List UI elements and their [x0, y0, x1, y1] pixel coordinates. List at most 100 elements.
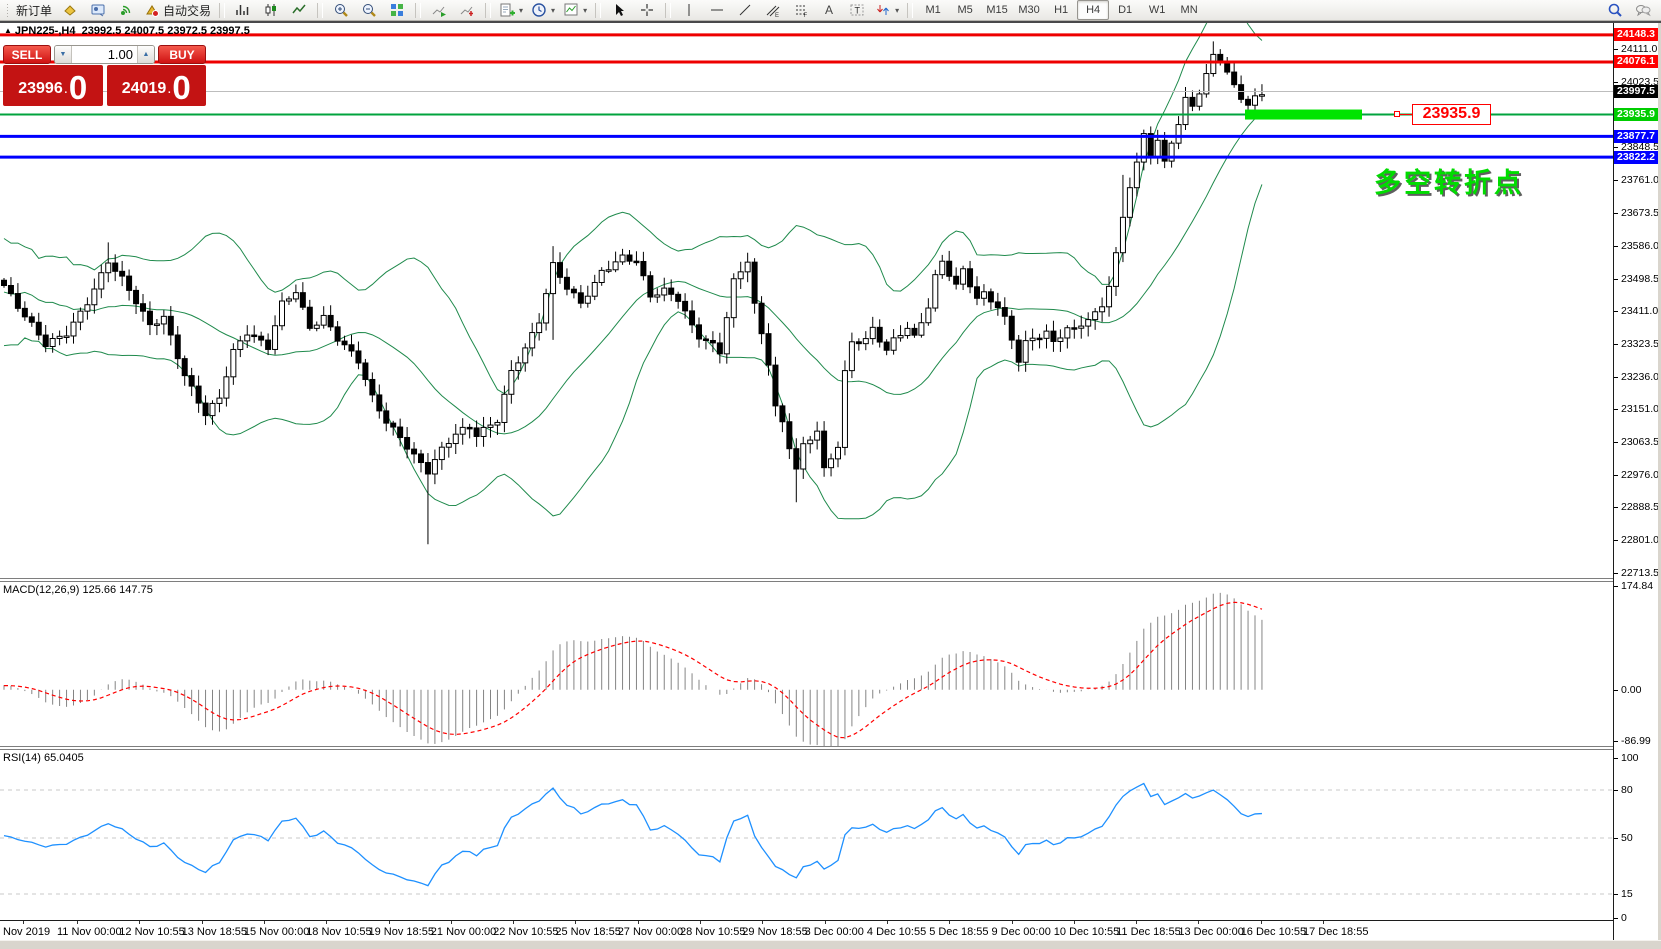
chart-window-icon: ▲ — [4, 26, 12, 35]
timeframe-m5-button[interactable]: M5 — [957, 4, 973, 16]
time-tick — [1136, 921, 1138, 924]
price-callout-label[interactable]: 23935.9 — [1394, 104, 1491, 125]
tile-windows-button[interactable] — [383, 0, 411, 20]
time-label: 29 Nov 18:55 — [742, 926, 808, 938]
text-label-icon: T — [850, 4, 864, 16]
rsi-indicator-label: RSI(14) 65.0405 — [3, 752, 84, 764]
line-chart-button[interactable] — [285, 0, 313, 20]
chart-window[interactable]: ▲ JPN225-,H4 23992.5 24007.5 23972.5 2399… — [0, 23, 1661, 941]
main-chart[interactable] — [0, 23, 1613, 578]
rsi-pane[interactable] — [0, 750, 1613, 920]
timeframe-m15-button[interactable]: M15 — [986, 4, 1008, 16]
timeframe-d1-button[interactable]: D1 — [1118, 4, 1133, 16]
time-tick — [575, 921, 577, 924]
toolbar-separator — [219, 2, 226, 18]
arrows-icon — [877, 5, 889, 15]
price-tick: 22976.0 — [1614, 469, 1659, 481]
chart-title: ▲ JPN225-,H4 23992.5 24007.5 23972.5 2399… — [4, 25, 250, 37]
macd-pane[interactable] — [0, 582, 1613, 746]
auto-trading-button[interactable]: 自动交易 — [140, 0, 215, 20]
periods-button[interactable]: ▾ — [527, 0, 559, 20]
volume-value[interactable]: 1.00 — [107, 47, 133, 62]
chart-shift-icon — [460, 6, 474, 16]
signal-button[interactable] — [112, 0, 140, 20]
bid-price-display: 23996. 0 — [3, 65, 103, 106]
fibonacci-button[interactable]: F — [787, 0, 815, 20]
zoom-in-button[interactable] — [327, 0, 355, 20]
bar-chart-button[interactable] — [229, 0, 257, 20]
text-button[interactable]: A — [815, 0, 843, 20]
time-label: 11 Nov 00:00 — [57, 926, 122, 938]
macd-axis-label: 0.00 — [1614, 684, 1641, 696]
price-tick: 22801.0 — [1614, 534, 1659, 546]
dropdown-caret: ▾ — [519, 5, 524, 15]
zoom-in-icon — [335, 4, 348, 17]
toolbar-separator — [317, 2, 324, 18]
search-button[interactable] — [1601, 0, 1629, 20]
equidistant-channel-button[interactable]: E — [759, 0, 787, 20]
price-tag: 23877.7 — [1614, 129, 1658, 143]
new-order-button[interactable]: 新订单 — [12, 0, 56, 20]
time-tick — [388, 921, 390, 924]
price-tag: 23822.2 — [1614, 150, 1658, 164]
gold-button[interactable] — [56, 0, 84, 20]
profile-icon — [91, 4, 105, 17]
timeframe-m1-button[interactable]: M1 — [925, 4, 941, 16]
timeframe-mn-button[interactable]: MN — [1180, 4, 1198, 16]
timeframe-w1-button[interactable]: W1 — [1148, 4, 1166, 16]
svg-text:E: E — [775, 13, 779, 18]
trendline-icon — [739, 4, 751, 16]
price-axis[interactable]: 24111.0 24023.5 23848.5 23761.0 23673.5 23586… — [1613, 23, 1659, 940]
price-tick: 24023.5 — [1614, 76, 1659, 88]
price-tick: 23498.5 — [1614, 273, 1659, 285]
chart-shift-button[interactable] — [453, 0, 481, 20]
crosshair-button[interactable] — [633, 0, 661, 20]
pane-separator[interactable] — [0, 578, 1613, 582]
ohlc-values: 23992.5 24007.5 23972.5 23997.5 — [81, 25, 250, 37]
templates-button[interactable]: ▾ — [559, 0, 591, 20]
timeframe-h1-button[interactable]: H1 — [1054, 4, 1069, 16]
rsi-axis-label: 15 — [1614, 888, 1633, 900]
svg-text:A: A — [825, 3, 833, 17]
time-tick — [201, 921, 203, 924]
time-tick — [824, 921, 826, 924]
sell-button[interactable]: SELL — [3, 45, 51, 64]
volume-decrease-button[interactable]: ▼ — [55, 46, 72, 63]
volume-stepper: ▼ 1.00 ▲ — [54, 45, 155, 64]
auto-scroll-button[interactable] — [425, 0, 453, 20]
ask-price-display: 24019. 0 — [106, 65, 206, 106]
buy-button[interactable]: BUY — [158, 45, 206, 64]
symbol-period-label: JPN225-,H4 — [14, 25, 76, 37]
horizontal-line-button[interactable] — [703, 0, 731, 20]
line-chart-icon — [292, 4, 306, 14]
profile-button[interactable] — [84, 0, 112, 20]
trendline-button[interactable] — [731, 0, 759, 20]
toolbar-separator — [485, 2, 492, 18]
vertical-line-button[interactable] — [675, 0, 703, 20]
time-label: 11 Dec 18:55 — [1116, 926, 1181, 938]
candlestick-chart-button[interactable] — [257, 0, 285, 20]
add-indicator-button[interactable]: ▾ — [495, 0, 527, 20]
time-tick — [762, 921, 764, 924]
volume-increase-button[interactable]: ▲ — [137, 46, 154, 63]
zoom-out-button[interactable] — [355, 0, 383, 20]
toolbar-grip[interactable] — [6, 3, 10, 17]
clock-icon — [532, 3, 546, 17]
chat-button[interactable] — [1629, 0, 1657, 20]
ask-price-main: 24019 — [121, 80, 167, 97]
arrows-button[interactable]: ▾ — [871, 0, 903, 20]
timeframe-h4-button[interactable]: H4 — [1077, 0, 1110, 20]
window-right-fill — [1658, 23, 1661, 940]
note-text[interactable]: 多空转折点 — [1374, 168, 1524, 198]
price-tick: 23411.0 — [1614, 305, 1658, 317]
auto-scroll-icon — [432, 6, 447, 17]
price-tag: 24148.3 — [1614, 28, 1658, 42]
pane-separator[interactable] — [0, 746, 1613, 750]
text-label-button[interactable]: T — [843, 0, 871, 20]
timeframe-m30-button[interactable]: M30 — [1018, 4, 1040, 16]
time-axis[interactable]: Nov 2019 11 Nov 00:00 12 Nov 10:55 13 Nov 1… — [0, 920, 1613, 941]
cursor-button[interactable] — [605, 0, 633, 20]
time-tick — [23, 921, 24, 924]
crosshair-icon — [641, 4, 654, 16]
time-label: 10 Dec 10:55 — [1053, 926, 1120, 938]
